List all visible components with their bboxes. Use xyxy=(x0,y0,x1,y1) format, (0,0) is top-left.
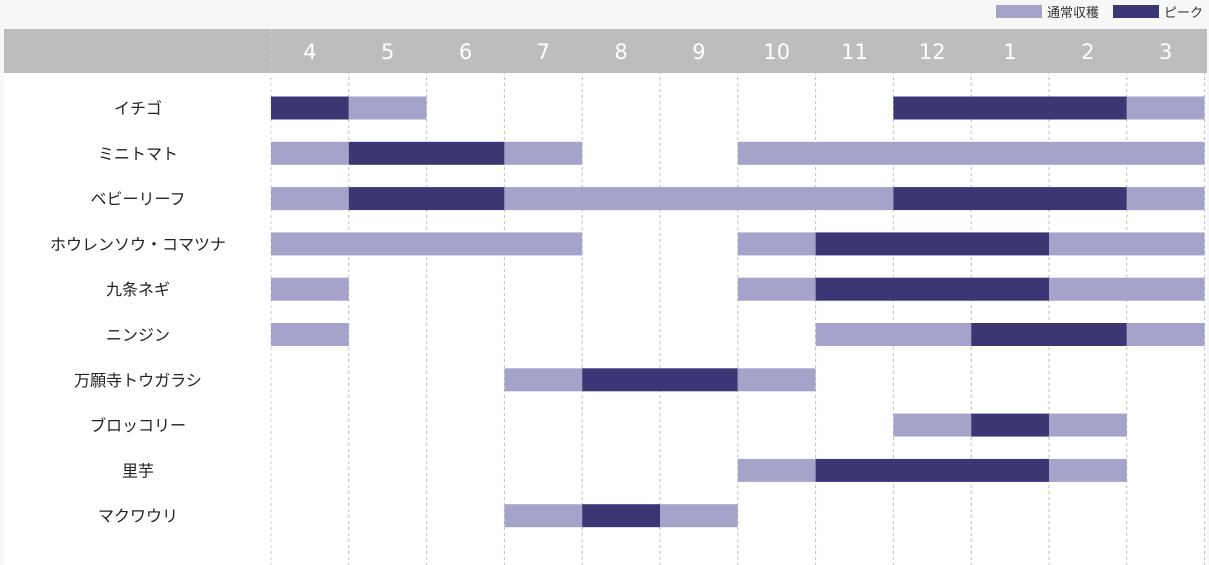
peak-bar xyxy=(971,323,1127,346)
normal-bar xyxy=(271,141,349,165)
month-label-4: 4 xyxy=(303,40,316,64)
month-label-3: 3 xyxy=(1159,40,1172,64)
row-label: 九条ネギ xyxy=(106,280,170,299)
row-label: ホウレンソウ・コマツナ xyxy=(50,235,226,254)
row-label: ベビーリーフ xyxy=(90,190,185,209)
month-label-2: 2 xyxy=(1081,40,1094,64)
month-label-5: 5 xyxy=(381,40,394,64)
normal-bar xyxy=(660,504,738,528)
row-label: マクワウリ xyxy=(98,507,178,526)
normal-bar xyxy=(737,141,1205,165)
peak-bar xyxy=(893,96,1127,120)
peak-bar xyxy=(815,458,1049,482)
peak-bar xyxy=(582,504,660,528)
row-label: 万願寺トウガラシ xyxy=(74,371,202,390)
normal-bar xyxy=(271,232,583,256)
row-label: ニンジン xyxy=(106,326,170,345)
normal-bar xyxy=(815,323,972,346)
normal-bar xyxy=(737,458,816,482)
normal-bar xyxy=(504,187,894,211)
peak-bar xyxy=(348,187,505,211)
month-label-9: 9 xyxy=(692,40,705,64)
normal-bar xyxy=(1049,413,1127,437)
normal-bar xyxy=(504,504,583,528)
month-label-10: 10 xyxy=(763,40,790,64)
peak-bar xyxy=(893,187,1127,211)
normal-bar xyxy=(271,187,349,211)
normal-bar xyxy=(504,141,583,165)
normal-bar xyxy=(737,368,816,392)
month-label-12: 12 xyxy=(919,40,946,64)
peak-bar xyxy=(971,413,1049,437)
peak-bar xyxy=(348,141,505,165)
row-label: ブロッコリー xyxy=(90,416,186,435)
month-label-7: 7 xyxy=(537,40,550,64)
legend-label-normal: 通常収穫 xyxy=(1046,5,1099,21)
normal-bar xyxy=(348,96,427,120)
peak-bar xyxy=(815,277,1049,301)
normal-bar xyxy=(737,232,816,256)
legend-item-peak: ピーク xyxy=(1112,2,1203,21)
month-label-11: 11 xyxy=(841,40,868,64)
peak-bar xyxy=(582,368,738,392)
legend: 通常収穫 ピーク xyxy=(982,2,1203,21)
normal-bar xyxy=(504,368,583,392)
normal-bar xyxy=(1126,187,1205,211)
month-label-6: 6 xyxy=(459,40,472,64)
peak-bar xyxy=(815,232,1049,256)
legend-swatch-normal xyxy=(995,4,1042,18)
normal-bar xyxy=(1049,458,1127,482)
normal-bar xyxy=(1049,232,1205,256)
row-label: イチゴ xyxy=(114,99,162,118)
month-label-1: 1 xyxy=(1003,40,1016,64)
normal-bar xyxy=(1049,277,1205,301)
normal-bar xyxy=(1126,96,1205,120)
legend-swatch-peak xyxy=(1112,4,1159,18)
normal-bar xyxy=(1126,323,1205,346)
legend-item-normal: 通常収穫 xyxy=(995,2,1099,21)
month-header-bar xyxy=(4,29,1207,73)
month-label-8: 8 xyxy=(614,40,627,64)
normal-bar xyxy=(271,323,349,346)
normal-bar xyxy=(893,413,972,437)
row-label: ミニトマト xyxy=(98,144,178,163)
peak-bar xyxy=(271,96,349,120)
normal-bar xyxy=(737,277,816,301)
row-label: 里芋 xyxy=(122,461,154,480)
normal-bar xyxy=(271,277,349,301)
legend-label-peak: ピーク xyxy=(1163,5,1203,21)
